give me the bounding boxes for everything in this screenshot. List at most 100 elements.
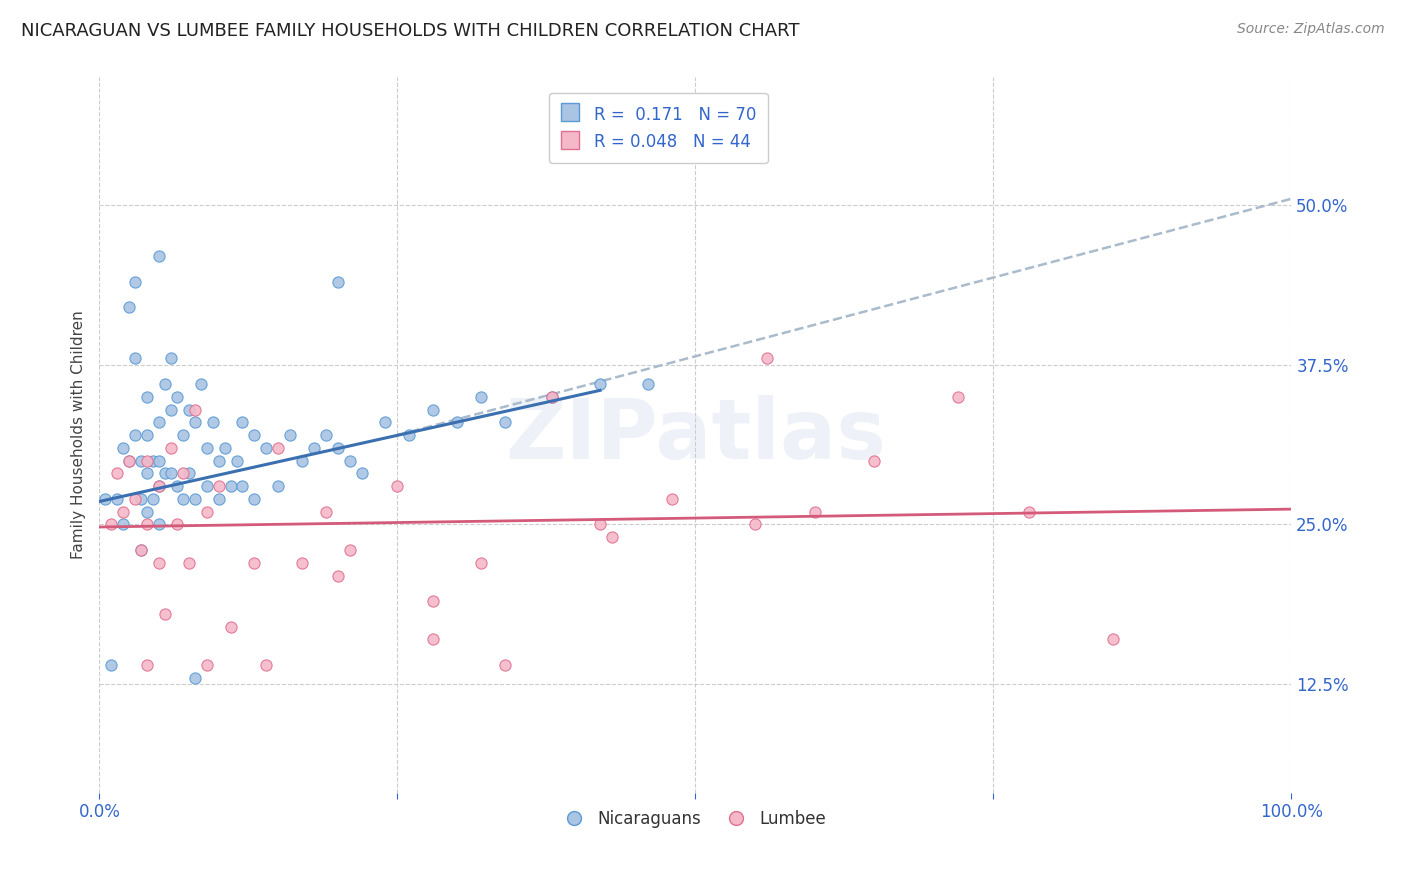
Point — [946, 390, 969, 404]
Point — [589, 376, 612, 391]
Point — [243, 491, 266, 506]
Point — [374, 415, 396, 429]
Point — [153, 607, 176, 621]
Point — [339, 453, 361, 467]
Text: Source: ZipAtlas.com: Source: ZipAtlas.com — [1237, 22, 1385, 37]
Point — [207, 491, 229, 506]
Point — [744, 517, 766, 532]
Point — [339, 543, 361, 558]
Point — [254, 657, 277, 672]
Point — [326, 568, 349, 582]
Point — [177, 556, 200, 570]
Point — [637, 376, 659, 391]
Point — [184, 491, 207, 506]
Point — [100, 657, 122, 672]
Point — [195, 441, 218, 455]
Point — [124, 428, 146, 442]
Point — [184, 415, 207, 429]
Point — [153, 467, 176, 481]
Point — [1101, 632, 1123, 647]
Point — [166, 517, 188, 532]
Point — [166, 479, 188, 493]
Point — [278, 428, 301, 442]
Point — [148, 453, 170, 467]
Point — [201, 415, 224, 429]
Point — [350, 467, 373, 481]
Point — [470, 556, 492, 570]
Point — [326, 441, 349, 455]
Point — [184, 402, 207, 417]
Point — [148, 415, 170, 429]
Point — [254, 441, 277, 455]
Point — [172, 491, 194, 506]
Point — [160, 351, 183, 366]
Text: NICARAGUAN VS LUMBEE FAMILY HOUSEHOLDS WITH CHILDREN CORRELATION CHART: NICARAGUAN VS LUMBEE FAMILY HOUSEHOLDS W… — [21, 22, 800, 40]
Point — [190, 376, 212, 391]
Point — [136, 390, 159, 404]
Point — [136, 657, 159, 672]
Point — [398, 428, 420, 442]
Point — [172, 467, 194, 481]
Point — [803, 505, 825, 519]
Text: ZIPatlas: ZIPatlas — [505, 394, 886, 475]
Point — [1018, 505, 1040, 519]
Point — [494, 657, 516, 672]
Point — [755, 351, 778, 366]
Point — [231, 415, 253, 429]
Point — [112, 505, 135, 519]
Point — [422, 402, 444, 417]
Point — [129, 543, 152, 558]
Point — [214, 441, 236, 455]
Point — [124, 275, 146, 289]
Point — [148, 479, 170, 493]
Point — [177, 402, 200, 417]
Point — [94, 491, 117, 506]
Point — [105, 491, 128, 506]
Point — [494, 415, 516, 429]
Point — [207, 453, 229, 467]
Point — [184, 671, 207, 685]
Point — [118, 453, 141, 467]
Point — [863, 453, 886, 467]
Point — [219, 619, 242, 633]
Point — [291, 453, 314, 467]
Point — [446, 415, 468, 429]
Point — [541, 390, 564, 404]
Point — [219, 479, 242, 493]
Point — [148, 249, 170, 263]
Point — [136, 505, 159, 519]
Legend: Nicaraguans, Lumbee: Nicaraguans, Lumbee — [558, 803, 834, 834]
Point — [124, 351, 146, 366]
Point — [118, 301, 141, 315]
Point — [148, 556, 170, 570]
Point — [302, 441, 325, 455]
Point — [422, 632, 444, 647]
Point — [541, 390, 564, 404]
Point — [142, 491, 165, 506]
Point — [195, 479, 218, 493]
Point — [267, 441, 290, 455]
Point — [177, 467, 200, 481]
Point — [243, 556, 266, 570]
Point — [315, 505, 337, 519]
Point — [129, 543, 152, 558]
Point — [136, 453, 159, 467]
Point — [661, 491, 683, 506]
Point — [225, 453, 247, 467]
Point — [148, 479, 170, 493]
Point — [166, 390, 188, 404]
Point — [136, 517, 159, 532]
Point — [112, 517, 135, 532]
Point — [160, 402, 183, 417]
Point — [129, 491, 152, 506]
Point — [142, 453, 165, 467]
Point — [207, 479, 229, 493]
Point — [422, 594, 444, 608]
Point — [195, 505, 218, 519]
Point — [129, 453, 152, 467]
Point — [153, 376, 176, 391]
Point — [315, 428, 337, 442]
Point — [600, 530, 623, 544]
Point — [387, 479, 409, 493]
Point — [100, 517, 122, 532]
